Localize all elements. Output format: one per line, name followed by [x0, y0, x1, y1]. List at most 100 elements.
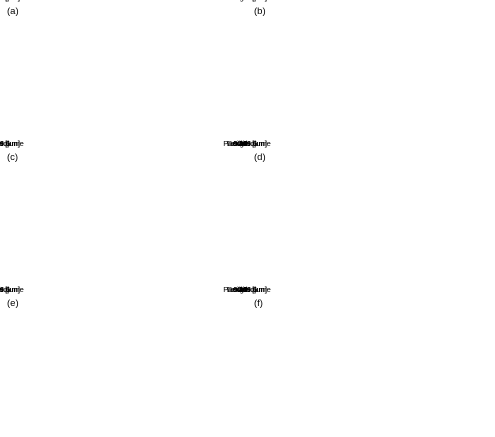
z-axis-label: Partial volume [223, 0, 271, 2]
z-tick-label: 0.04 [233, 141, 247, 148]
radius-axis-label: Radius [µm] [227, 285, 267, 294]
z-axis-label: Partial volume [223, 285, 271, 294]
radius-tick-label: 3.6 [0, 287, 10, 294]
radius-tick-label: 9.6 [247, 0, 257, 2]
z-tick-label: 0.2 [237, 141, 247, 148]
panel-d: 00.020.040.060.080.10.120.140.160.180.2P… [223, 139, 271, 163]
z-axis-label: Partial volume [0, 0, 24, 2]
radius-tick-label: 6.6 [0, 0, 10, 2]
length-axis-label: Length [µm] [0, 0, 20, 2]
radius-tick-label: 3.6 [247, 141, 257, 148]
z-tick-label: 0.16 [233, 141, 247, 148]
z-tick-label: 0.02 [233, 141, 247, 148]
length-tick-label: 19 [239, 141, 247, 148]
z-tick-label: 0.05 [233, 287, 247, 294]
length-tick-label: 19 [239, 287, 247, 294]
radius-tick-label: 0.6 [0, 287, 10, 294]
length-tick-label: 5 [243, 141, 247, 148]
z-tick-label: 0.05 [233, 0, 247, 2]
panel-label: (c) [7, 152, 18, 163]
z-tick-label: 0.18 [233, 141, 247, 148]
length-tick-label: 40 [239, 0, 247, 2]
z-tick-label: 0.1 [237, 287, 247, 294]
length-tick-label: 19 [239, 0, 247, 2]
radius-axis: 0.63.66.69.6 [0, 287, 10, 294]
radius-tick-label: 0.6 [247, 0, 257, 2]
z-tick-label: 0.2 [237, 287, 247, 294]
length-tick-label: 40 [239, 141, 247, 148]
radius-tick-label: 3.6 [247, 287, 257, 294]
length-tick-label: 12 [239, 287, 247, 294]
length-tick-label: 33 [239, 287, 247, 294]
panel-label: (b) [254, 6, 266, 17]
length-tick-label: 12 [239, 0, 247, 2]
radius-tick-label: 9.6 [0, 141, 10, 148]
length-axis-label: Length [µm] [0, 139, 20, 148]
z-tick-label: 0.12 [233, 141, 247, 148]
z-tick-label: 0.1 [237, 141, 247, 148]
length-tick-label: 26 [239, 0, 247, 2]
length-tick-label: 33 [239, 0, 247, 2]
radius-tick-label: 9.6 [0, 0, 10, 2]
radius-tick-label: 9.6 [0, 287, 10, 294]
radius-tick-label: 6.6 [0, 141, 10, 148]
z-tick-label: 0.14 [233, 141, 247, 148]
radius-axis-label: Radius [µm] [227, 139, 267, 148]
z-axis-label: Partial volume [0, 139, 24, 148]
z-axis: 00.020.040.060.080.10.120.140.160.180.2 [233, 141, 247, 148]
length-tick-label: 33 [239, 141, 247, 148]
z-tick-label: 0.2 [237, 0, 247, 2]
length-axis-label: Length [µm] [0, 285, 20, 294]
radius-axis: 0.63.66.69.6 [247, 0, 257, 2]
length-tick-label: 5 [243, 0, 247, 2]
length-tick-label: 5 [243, 287, 247, 294]
radius-tick-label: 0.6 [0, 0, 10, 2]
length-axis-label: Length [µm] [227, 139, 267, 148]
length-axis-label: Length [µm] [227, 0, 267, 2]
z-tick-label: 0.15 [233, 287, 247, 294]
radius-tick-label: 6.6 [247, 141, 257, 148]
z-tick-label: 0.15 [233, 0, 247, 2]
z-axis-label: Partial volume [223, 139, 271, 148]
panel-label: (d) [254, 152, 266, 163]
radius-axis: 0.63.66.69.6 [247, 287, 257, 294]
length-tick-label: 26 [239, 287, 247, 294]
z-tick-label: 0 [243, 141, 247, 148]
radius-tick-label: 3.6 [0, 0, 10, 2]
radius-tick-label: 0.6 [247, 141, 257, 148]
radius-tick-label: 0.6 [0, 141, 10, 148]
radius-tick-label: 9.6 [247, 141, 257, 148]
radius-axis: 0.63.66.69.6 [247, 141, 257, 148]
radius-tick-label: 6.6 [247, 287, 257, 294]
z-tick-label: 0.08 [233, 141, 247, 148]
radius-tick-label: 3.6 [247, 0, 257, 2]
z-axis: 00.050.10.150.20.25 [233, 0, 247, 2]
z-tick-label: 0.06 [233, 141, 247, 148]
panel-b: 00.050.10.150.20.25Partial volume (b) 4033… [223, 0, 271, 17]
z-tick-label: 0.1 [237, 0, 247, 2]
radius-axis: 0.63.66.69.6 [0, 0, 10, 2]
radius-axis-label: Radius [µm] [0, 139, 20, 148]
panel-label: (a) [7, 6, 19, 17]
z-tick-label: 0 [243, 287, 247, 294]
radius-axis-label: Radius [µm] [0, 0, 20, 2]
length-tick-label: 26 [239, 141, 247, 148]
z-axis: 00.050.10.150.20.250.3 [233, 287, 247, 294]
radius-axis-label: Radius [µm] [227, 0, 267, 2]
z-axis-label: Partial volume [0, 285, 24, 294]
length-tick-label: 40 [239, 287, 247, 294]
length-axis-label: Length [µm] [227, 285, 267, 294]
radius-tick-label: 0.6 [247, 287, 257, 294]
length-tick-label: 12 [239, 141, 247, 148]
z-tick-label: 0.25 [233, 287, 247, 294]
radius-axis-label: Radius [µm] [0, 285, 20, 294]
panel-label: (e) [7, 298, 19, 309]
